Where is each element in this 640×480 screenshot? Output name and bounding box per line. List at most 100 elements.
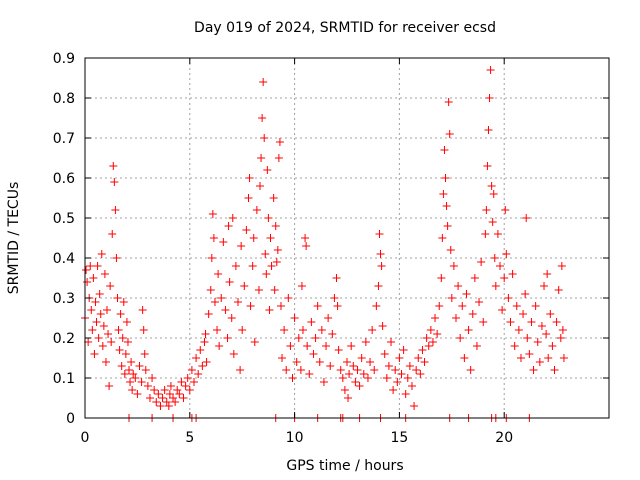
data-point (519, 310, 528, 318)
data-point (479, 318, 488, 326)
data-point (460, 354, 469, 362)
data-point (420, 358, 429, 366)
data-point (447, 294, 456, 302)
data-point (100, 270, 109, 278)
data-point (333, 302, 342, 310)
data-point (548, 342, 557, 350)
data-point (221, 306, 230, 314)
data-point (264, 214, 273, 222)
data-point (486, 66, 495, 74)
data-point (94, 334, 103, 342)
data-point (82, 266, 91, 274)
data-point (225, 278, 234, 286)
data-point (301, 234, 310, 242)
data-point (375, 230, 384, 238)
data-point (389, 386, 398, 394)
data-point (158, 394, 167, 402)
data-point (164, 402, 173, 410)
data-point (451, 314, 460, 322)
data-point (156, 402, 165, 410)
data-point (192, 354, 201, 362)
data-point (123, 338, 132, 346)
data-point (470, 274, 479, 282)
data-point (181, 382, 190, 390)
data-point (288, 374, 297, 382)
data-point (87, 306, 96, 314)
data-point (527, 318, 536, 326)
data-point (242, 226, 251, 234)
data-point (472, 342, 481, 350)
data-point (117, 362, 126, 370)
data-point (207, 254, 216, 262)
data-point (477, 258, 486, 266)
data-point (269, 194, 278, 202)
data-point (313, 302, 322, 310)
data-point (345, 370, 354, 378)
data-point (458, 302, 467, 310)
data-point (173, 386, 182, 394)
data-point (135, 362, 144, 370)
data-point (493, 230, 502, 238)
y-tick-label: 0.3 (53, 291, 75, 307)
data-point (330, 294, 339, 302)
data-point (273, 246, 282, 254)
y-tick-label: 0 (66, 411, 75, 427)
data-point (485, 94, 494, 102)
data-point (259, 78, 268, 86)
data-point (256, 182, 265, 190)
data-point (557, 262, 566, 270)
data-point (433, 330, 442, 338)
y-tick-label: 0.9 (53, 51, 75, 67)
data-point (139, 326, 148, 334)
data-point (475, 298, 484, 306)
data-point (462, 290, 471, 298)
data-point (179, 394, 188, 402)
data-point (83, 278, 92, 286)
data-point (558, 326, 567, 334)
data-point (464, 326, 473, 334)
data-point (546, 310, 555, 318)
data-point (127, 358, 136, 366)
data-point (227, 314, 236, 322)
data-point (112, 254, 121, 262)
data-point (260, 134, 269, 142)
data-point (382, 374, 391, 382)
data-point (252, 206, 261, 214)
data-point (202, 358, 211, 366)
y-tick-label: 0.6 (53, 171, 75, 187)
data-point (484, 126, 493, 134)
data-point (103, 306, 112, 314)
data-point (443, 222, 452, 230)
data-point (374, 282, 383, 290)
data-point (407, 382, 416, 390)
data-point (535, 358, 544, 366)
x-axis-ticks: 0 5 10 15 20 (81, 58, 513, 446)
data-point (204, 310, 213, 318)
data-point (422, 334, 431, 342)
data-point (208, 210, 217, 218)
data-point (101, 358, 110, 366)
data-point (514, 326, 523, 334)
x-tick-label: 10 (286, 430, 304, 446)
data-point (223, 334, 232, 342)
data-point (246, 302, 255, 310)
data-point (522, 214, 531, 222)
data-point (426, 326, 435, 334)
data-point (231, 262, 240, 270)
data-point (504, 294, 513, 302)
data-point (177, 378, 186, 386)
data-point (395, 354, 404, 362)
data-point (410, 402, 419, 410)
data-point (120, 370, 129, 378)
data-point (114, 326, 123, 334)
data-point (533, 338, 542, 346)
data-point (183, 374, 192, 382)
data-point (217, 294, 226, 302)
data-point (307, 318, 316, 326)
data-point (490, 254, 499, 262)
data-point (187, 366, 196, 374)
data-point (89, 274, 98, 282)
data-point (96, 310, 105, 318)
data-point (439, 190, 448, 198)
data-point (194, 370, 203, 378)
